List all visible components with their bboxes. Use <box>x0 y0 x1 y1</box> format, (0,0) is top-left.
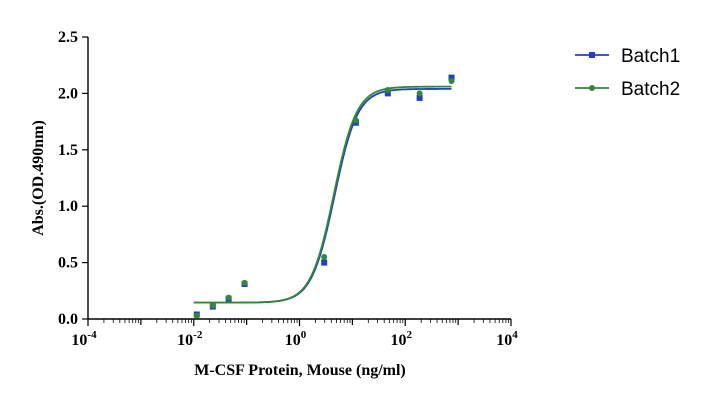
data-point-batch2 <box>384 87 391 94</box>
y-tick-label: 2.5 <box>58 29 78 46</box>
data-point-batch2 <box>321 253 328 260</box>
x-axis-title: M-CSF Protein, Mouse (ng/ml) <box>194 362 406 379</box>
data-point-batch2 <box>241 279 248 286</box>
x-tick-base: 10 <box>71 332 87 349</box>
data-points <box>193 74 455 319</box>
x-tick-exponent: -2 <box>193 329 203 341</box>
x-tick-exponent: 4 <box>512 329 518 341</box>
data-point-batch1 <box>384 90 391 97</box>
x-tick-base: 10 <box>177 332 193 349</box>
x-tick-exponent: 0 <box>301 329 307 341</box>
data-point-batch1 <box>448 74 455 81</box>
x-tick-label: 10-4 <box>71 329 97 349</box>
y-tick-label: 0.0 <box>58 311 78 328</box>
x-tick-exponent: -4 <box>87 329 97 341</box>
x-tick-label: 100 <box>285 329 307 349</box>
y-tick-label: 1.0 <box>58 198 78 215</box>
fit-curves <box>193 85 452 304</box>
legend: Batch1 Batch2 <box>575 46 680 100</box>
data-point-batch2 <box>352 117 359 124</box>
x-tick-label: 10-2 <box>177 329 203 349</box>
x-tick-base: 10 <box>285 332 301 349</box>
legend-label-batch2: Batch2 <box>621 79 680 100</box>
data-point-batch2 <box>193 312 200 319</box>
legend-marker-batch1 <box>589 52 595 58</box>
y-tick-label: 1.5 <box>58 142 78 159</box>
fit-curve-batch1 <box>193 88 452 304</box>
y-axis-title: Abs.(OD.490nm) <box>30 120 47 236</box>
legend-marker-batch2 <box>589 85 595 91</box>
data-point-batch2 <box>416 90 423 97</box>
x-tick-label: 102 <box>391 329 413 349</box>
data-point-batch1 <box>321 259 328 266</box>
fit-curve-batch2 <box>193 85 452 304</box>
data-point-batch2 <box>448 77 455 84</box>
x-tick-exponent: 2 <box>407 329 413 341</box>
data-point-batch2 <box>225 294 232 301</box>
y-tick-label: 0.5 <box>58 255 78 272</box>
x-tick-label: 104 <box>496 329 518 349</box>
data-point-batch1 <box>416 94 423 101</box>
x-tick-base: 10 <box>496 332 512 349</box>
data-point-batch2 <box>209 302 216 309</box>
legend-label-batch1: Batch1 <box>621 46 680 67</box>
y-tick-label: 2.0 <box>58 85 78 102</box>
x-tick-base: 10 <box>391 332 407 349</box>
axes: 0.00.51.01.52.02.510-4 10-2 100 102 104 <box>58 29 518 349</box>
